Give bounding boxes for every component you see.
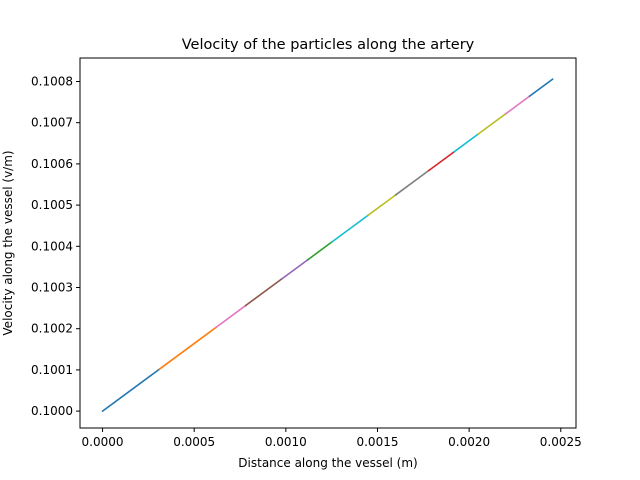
y-tick-label: 0.1006	[31, 157, 73, 171]
series-line-11	[477, 112, 507, 136]
y-tick-label: 0.1004	[31, 239, 73, 253]
plot-frame	[79, 57, 577, 429]
series-line-9	[427, 150, 456, 172]
x-tick-label: 0.0015	[356, 435, 398, 449]
series-line-6	[330, 213, 370, 244]
y-tick-label: 0.1007	[31, 116, 73, 130]
series-line-12	[504, 94, 531, 115]
series-line-13	[528, 78, 554, 98]
series-layer	[101, 78, 554, 413]
y-axis-ticks: 0.1000 0.1001 0.1002 0.1003 0.1004 0.1005 0.10…	[31, 74, 80, 418]
y-tick-label: 0.1002	[31, 322, 73, 336]
series-line-7	[367, 193, 397, 217]
y-axis-label: Velocity along the vessel (v/m)	[1, 150, 15, 335]
y-tick-label: 0.1005	[31, 198, 73, 212]
x-axis-label: Distance along the vessel (m)	[238, 456, 417, 470]
series-line-5	[306, 241, 333, 261]
x-tick-label: 0.0000	[82, 435, 124, 449]
x-tick-label: 0.0010	[265, 435, 307, 449]
y-tick-label: 0.1003	[31, 280, 73, 294]
x-tick-label: 0.0025	[540, 435, 582, 449]
series-line-1	[158, 326, 218, 371]
x-tick-label: 0.0005	[173, 435, 215, 449]
series-line-10	[453, 132, 480, 153]
y-tick-label: 0.1008	[31, 74, 73, 88]
chart-title: Velocity of the particles along the arte…	[182, 37, 475, 53]
series-line-0	[101, 368, 161, 413]
x-axis-ticks: 0.0000 0.0005 0.0010 0.0015 0.0020 0.0025	[82, 428, 582, 449]
x-tick-label: 0.0020	[448, 435, 490, 449]
series-line-8	[394, 169, 430, 196]
series-line-2	[215, 304, 247, 329]
y-tick-label: 0.1001	[31, 363, 73, 377]
y-tick-label: 0.1000	[31, 404, 73, 418]
series-line-3	[244, 277, 284, 307]
series-line-4	[281, 258, 309, 280]
